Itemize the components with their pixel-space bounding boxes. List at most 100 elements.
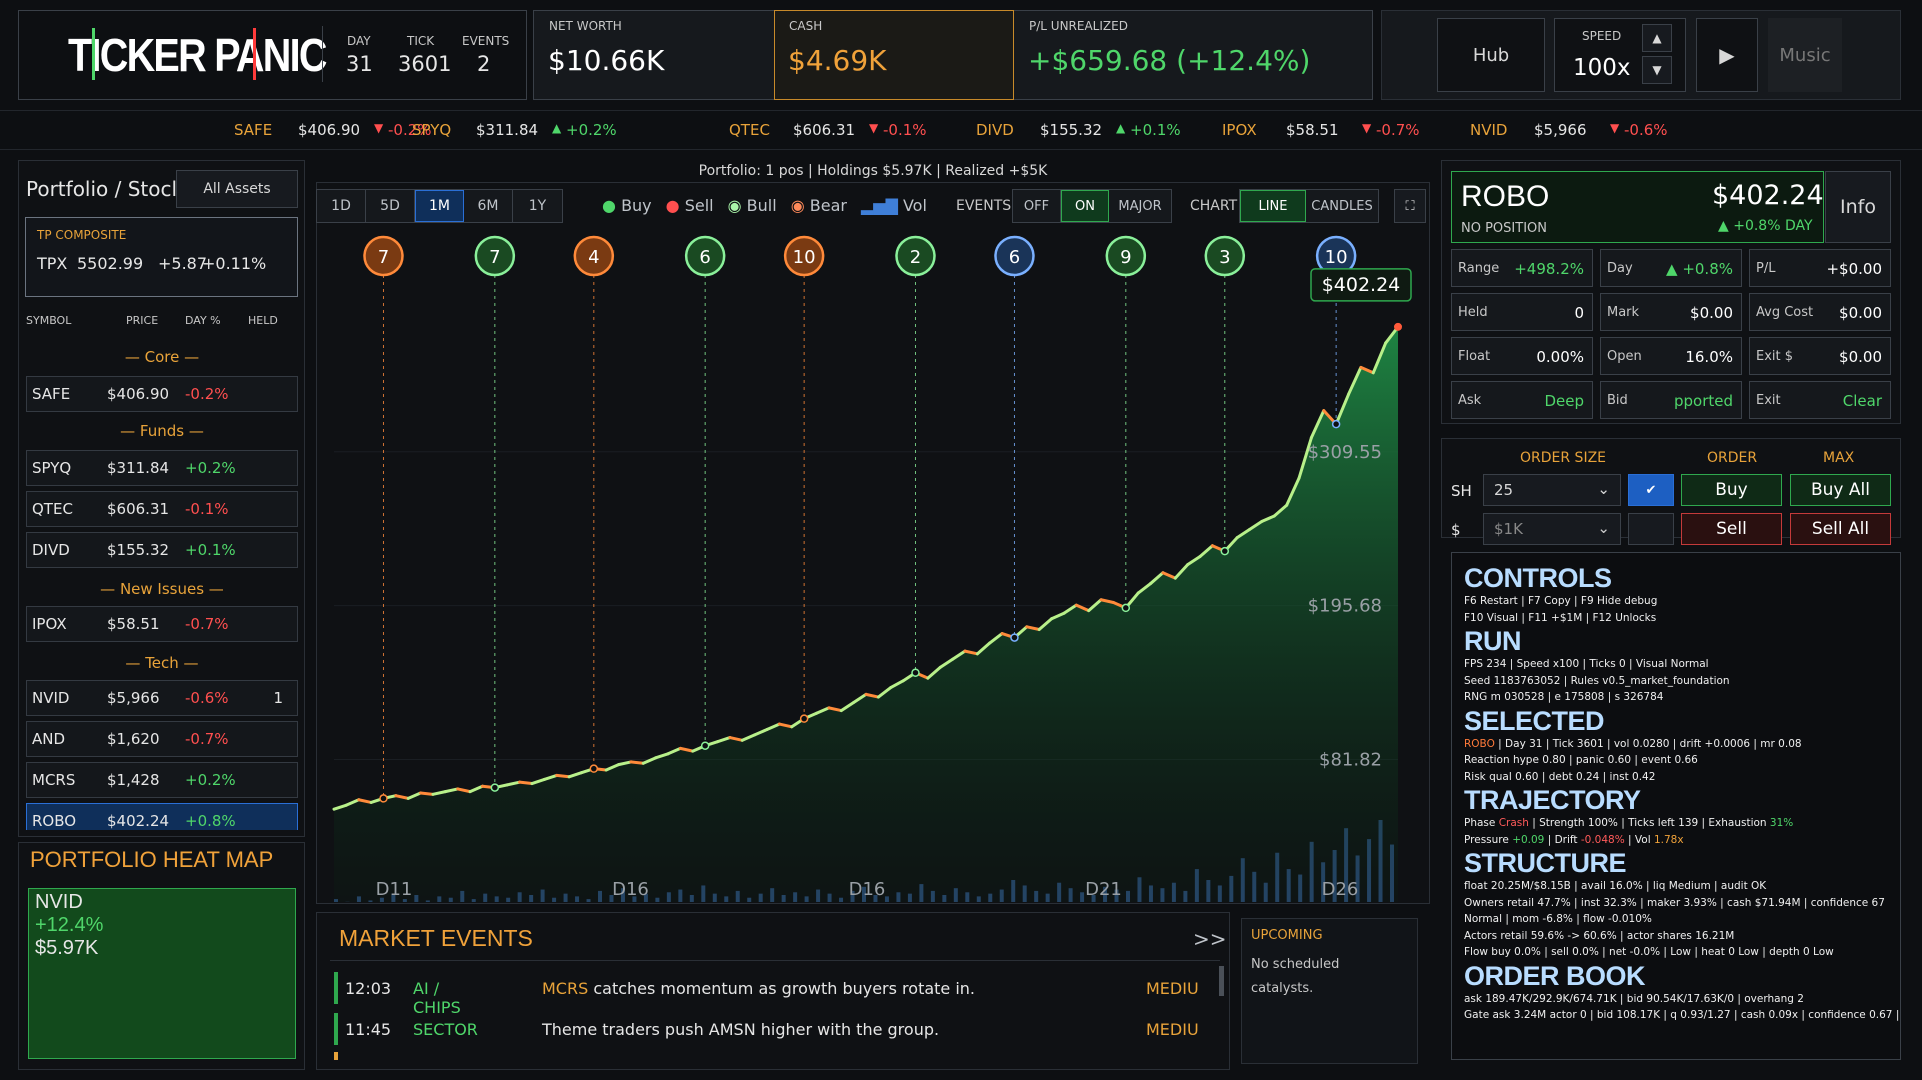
stock-row[interactable]: NVID $5,966 -0.6% 1 (26, 680, 298, 716)
event-point (700, 741, 710, 750)
chevron-down-icon: ⌄ (1597, 480, 1610, 498)
price-line-segment (1161, 571, 1177, 580)
detail-position: NO POSITION (1461, 221, 1547, 236)
chart-candles-button[interactable]: CANDLES (1311, 198, 1373, 214)
dollars-mode-checkbox[interactable] (1628, 513, 1674, 545)
stock-change: +0.1% (185, 541, 236, 559)
price-line-segment (926, 665, 942, 680)
ticker-symbol[interactable]: QTEC (729, 121, 770, 139)
sell-button[interactable]: Sell (1681, 513, 1782, 545)
ticker-symbol[interactable]: SPYQ (412, 121, 452, 139)
stock-price: $402.24 (107, 812, 170, 830)
stock-symbol: IPOX (32, 615, 67, 633)
play-button[interactable]: ▶ (1696, 18, 1758, 92)
price-line-segment (1359, 365, 1375, 375)
stock-row[interactable]: DIVD $155.32 +0.1% (26, 532, 298, 568)
events-scrollbar[interactable] (1219, 966, 1224, 996)
stat-cell-exit-: Exit $ $0.00 (1749, 337, 1891, 375)
stock-row[interactable]: IPOX $58.51 -0.7% (26, 606, 298, 642)
speed-down-button[interactable]: ▼ (1642, 56, 1672, 84)
price-line-segment (716, 736, 732, 744)
legend-vol: ▂▅▇ Vol (860, 196, 927, 215)
info-button[interactable]: Info (1825, 171, 1891, 243)
order-label: ORDER (1707, 450, 1758, 466)
buy-all-button[interactable]: Buy All (1790, 474, 1891, 506)
event-badge[interactable] (1204, 235, 1246, 277)
stock-row[interactable]: SPYQ $311.84 +0.2% (26, 450, 298, 486)
ticker-symbol[interactable]: IPOX (1222, 121, 1257, 139)
group-core: — Core — (124, 348, 200, 366)
stock-list: SAFE $406.90 -0.2% SPYQ $311.84 +0.2% QTEC $606… (0, 0, 310, 830)
stock-price: $155.32 (107, 541, 170, 559)
debug-line: Seed 1183763052 | Rules v0.5_market_foun… (1464, 674, 1730, 687)
range-6m-button[interactable]: 6M (464, 190, 513, 222)
dollars-select[interactable]: $1K ⌄ (1483, 513, 1621, 545)
event-category: SECTOR (413, 1020, 478, 1039)
buy-button[interactable]: Buy (1681, 474, 1782, 506)
event-badge[interactable] (363, 235, 404, 277)
price-line-segment (728, 736, 744, 742)
price-line-segment (406, 791, 423, 800)
stock-symbol: MCRS (32, 771, 76, 789)
debug-trajectory-title: TRAJECTORY (1464, 785, 1641, 815)
col-symbol: SYMBOL (26, 314, 72, 327)
price-line-segment (530, 777, 546, 786)
event-symbol[interactable]: MCRS (542, 979, 594, 998)
shares-mode-checkbox[interactable]: ✔ (1628, 474, 1674, 506)
event-badge[interactable] (895, 235, 936, 277)
event-badge[interactable] (474, 235, 516, 277)
col-price: PRICE (126, 314, 159, 327)
heatmap-tile[interactable] (28, 888, 296, 1059)
events-on-button[interactable]: ON (1061, 190, 1109, 222)
stat-label: Open (1607, 349, 1642, 364)
stock-row[interactable]: QTEC $606.31 -0.1% (26, 491, 298, 527)
price-line-segment (1347, 365, 1363, 396)
event-badge[interactable] (1105, 235, 1147, 277)
event-badge[interactable] (783, 235, 825, 277)
x-tick-label: D21 (1085, 879, 1122, 900)
event-badge[interactable] (994, 235, 1035, 277)
logo-accent-red (253, 28, 256, 80)
music-button[interactable]: Music (1768, 18, 1842, 92)
detail-price: $402.24 (1712, 180, 1824, 211)
stat-value: +$0.00 (1826, 260, 1882, 278)
event-point (379, 794, 388, 803)
stock-row[interactable]: AND $1,620 -0.7% (26, 721, 298, 757)
chart-line-button[interactable]: LINE (1240, 190, 1306, 222)
market-events-more[interactable]: >> (1193, 927, 1227, 951)
ticker-symbol[interactable]: DIVD (976, 121, 1014, 139)
stat-cell-bid: Bid pported (1600, 381, 1742, 419)
price-line-segment (815, 706, 831, 715)
range-1m-button[interactable]: 1M (415, 190, 464, 222)
hub-button[interactable]: Hub (1437, 18, 1545, 92)
asset-filter-select[interactable]: All Assets (176, 170, 298, 208)
price-line-segment (394, 794, 410, 800)
speed-up-button[interactable]: ▲ (1642, 24, 1672, 52)
event-badge[interactable] (573, 235, 615, 277)
events-major-button[interactable]: MAJOR (1118, 198, 1162, 214)
event-point (1220, 546, 1230, 556)
price-line-segment (1062, 603, 1078, 615)
event-marker (334, 1052, 338, 1060)
day-label: DAY (347, 34, 371, 48)
arrow-down-icon: ▼ (1362, 121, 1372, 135)
range-1y-button[interactable]: 1Y (528, 198, 547, 214)
fullscreen-button[interactable]: ⛶ (1394, 189, 1426, 223)
stock-price: $1,428 (107, 771, 160, 789)
debug-line: Phase Crash | Strength 100% | Ticks left… (1464, 817, 1794, 829)
range-1d-button[interactable]: 1D (317, 190, 366, 222)
event-badge[interactable] (684, 235, 726, 277)
y-tick-label: $81.82 (1319, 749, 1382, 770)
debug-line: FPS 234 | Speed x100 | Ticks 0 | Visual … (1464, 658, 1709, 670)
events-off-button[interactable]: OFF (1013, 190, 1061, 222)
price-chart[interactable]: $81.82 $195.68 $309.55 D11 D16 D16 D21 D26 7 7 4 6 1… (330, 232, 1422, 902)
stock-row[interactable]: MCRS $1,428 +0.2% (26, 762, 298, 798)
sell-all-button[interactable]: Sell All (1790, 513, 1891, 545)
ticker-symbol[interactable]: SAFE (234, 121, 273, 139)
shares-select[interactable]: 25 ⌄ (1483, 474, 1621, 506)
stock-row[interactable]: ROBO $402.24 +0.8% (26, 803, 298, 830)
ticker-symbol[interactable]: NVID (1470, 121, 1508, 139)
price-line-segment (1260, 514, 1276, 523)
range-5d-button[interactable]: 5D (366, 190, 415, 222)
stock-row[interactable]: SAFE $406.90 -0.2% (26, 376, 298, 412)
